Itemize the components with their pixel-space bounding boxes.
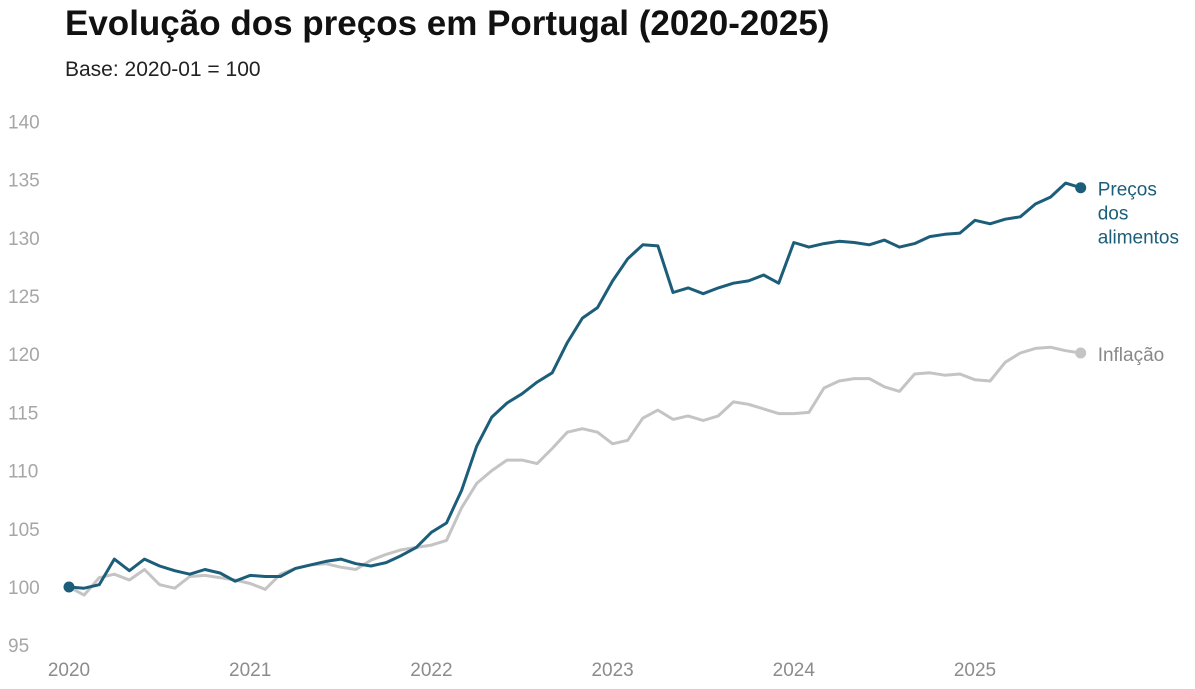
y-axis: 95 100 105 110 115 120 125 130 135 140 — [8, 112, 40, 657]
y-tick-label: 100 — [8, 578, 40, 599]
series-labels: Preços dos alimentos Inflação — [1098, 180, 1179, 366]
series-label: alimentos — [1098, 228, 1179, 249]
y-tick-label: 125 — [8, 287, 40, 308]
y-tick-label: 130 — [8, 229, 40, 250]
series-layer — [63, 181, 1087, 597]
y-tick-label: 110 — [8, 462, 38, 483]
x-tick-label: 2024 — [773, 660, 816, 681]
series-end-point — [1075, 182, 1087, 194]
x-tick-label: 2023 — [591, 660, 633, 681]
series-end-point — [1075, 347, 1087, 359]
y-tick-label: 105 — [8, 520, 40, 541]
y-tick-label: 115 — [8, 403, 38, 424]
y-tick-label: 140 — [8, 112, 40, 133]
x-tick-label: 2022 — [410, 660, 452, 681]
chart-subtitle: Base: 2020-01 = 100 — [65, 58, 261, 81]
y-tick-label: 95 — [8, 636, 29, 657]
chart-title: Evolução dos preços em Portugal (2020-20… — [65, 4, 830, 43]
series-label: dos — [1098, 204, 1129, 225]
x-tick-label: 2021 — [229, 660, 271, 681]
y-tick-label: 120 — [8, 345, 40, 366]
x-tick-label: 2025 — [954, 660, 996, 681]
series-start-point — [63, 581, 75, 593]
x-tick-label: 2020 — [48, 660, 90, 681]
series-line — [67, 345, 1083, 597]
series-label: Inflação — [1098, 345, 1165, 366]
y-tick-label: 135 — [8, 171, 40, 192]
series-line — [67, 181, 1083, 590]
series-label: Preços — [1098, 180, 1157, 201]
x-axis: 2020 2021 2022 2023 2024 2025 — [48, 660, 996, 681]
